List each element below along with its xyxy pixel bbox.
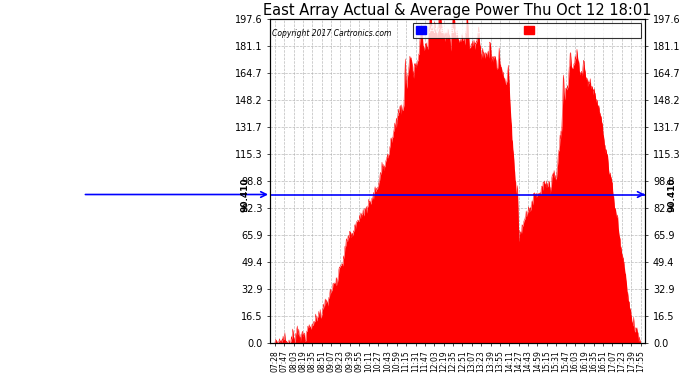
Legend: Average  (DC Watts), East Array  (DC Watts): Average (DC Watts), East Array (DC Watts… [413, 24, 641, 38]
Text: Copyright 2017 Cartronics.com: Copyright 2017 Cartronics.com [272, 28, 391, 38]
Title: East Array Actual & Average Power Thu Oct 12 18:01: East Array Actual & Average Power Thu Oc… [264, 3, 652, 18]
Text: 90.410: 90.410 [240, 177, 249, 212]
Text: 90.410: 90.410 [667, 177, 676, 212]
